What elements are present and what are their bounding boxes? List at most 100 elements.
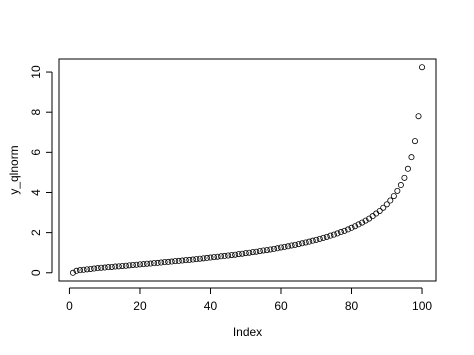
point: [161, 259, 168, 266]
point: [94, 265, 101, 272]
point: [330, 231, 337, 238]
point: [313, 236, 320, 243]
point: [147, 260, 154, 267]
point: [221, 252, 228, 259]
point: [235, 251, 242, 258]
point: [207, 254, 214, 261]
y-tick-label: 0: [29, 269, 43, 276]
point: [411, 138, 418, 145]
point: [189, 256, 196, 263]
point: [373, 210, 380, 217]
point: [316, 235, 323, 242]
point: [355, 221, 362, 228]
point: [239, 250, 246, 257]
point: [77, 267, 84, 274]
y-tick-label: 8: [29, 109, 43, 116]
point: [323, 233, 330, 240]
point: [105, 264, 112, 271]
x-tick-label: 20: [133, 299, 147, 313]
point: [136, 261, 143, 268]
point: [415, 113, 422, 120]
point: [383, 201, 390, 208]
point: [260, 247, 267, 254]
point: [129, 261, 136, 268]
point: [394, 187, 401, 194]
point: [327, 232, 334, 239]
point: [348, 224, 355, 231]
point: [203, 254, 210, 261]
point: [144, 260, 151, 267]
point: [200, 255, 207, 262]
point: [267, 246, 274, 253]
point: [302, 239, 309, 246]
point: [193, 256, 200, 263]
point: [337, 229, 344, 236]
point: [292, 241, 299, 248]
y-tick-label: 4: [29, 189, 43, 196]
point: [225, 252, 232, 259]
y-tick-label: 6: [29, 149, 43, 156]
x-tick-label: 40: [204, 299, 218, 313]
point: [352, 223, 359, 230]
y-tick-label: 10: [29, 65, 43, 79]
x-tick-label: 60: [274, 299, 288, 313]
point: [165, 258, 172, 265]
point: [172, 258, 179, 265]
point: [87, 265, 94, 272]
point: [154, 259, 161, 266]
point: [270, 245, 277, 252]
point: [274, 245, 281, 252]
point: [211, 254, 218, 261]
point: [249, 249, 256, 256]
point: [419, 64, 426, 71]
point: [362, 217, 369, 224]
point: [218, 253, 225, 260]
point: [228, 252, 235, 259]
point: [253, 248, 260, 255]
point: [84, 266, 91, 273]
point: [91, 265, 98, 272]
point: [158, 259, 165, 266]
point: [299, 240, 306, 247]
point: [295, 241, 302, 248]
point: [309, 237, 316, 244]
plot-box: [58, 58, 437, 282]
point: [397, 182, 404, 189]
point: [281, 243, 288, 250]
point: [380, 204, 387, 211]
point: [232, 251, 239, 258]
point: [108, 263, 115, 270]
point: [341, 227, 348, 234]
point: [288, 242, 295, 249]
point: [306, 238, 313, 245]
point: [122, 262, 129, 269]
point: [277, 244, 284, 251]
point: [151, 260, 158, 267]
y-tick-label: 2: [29, 229, 43, 236]
point: [344, 226, 351, 233]
point: [390, 193, 397, 200]
point: [334, 230, 341, 237]
point: [140, 261, 147, 268]
point: [242, 250, 249, 257]
point: [80, 266, 87, 273]
point: [112, 263, 119, 270]
point: [126, 262, 133, 269]
point: [168, 258, 175, 265]
point: [408, 154, 415, 161]
point: [69, 269, 76, 276]
point: [256, 248, 263, 255]
point: [401, 174, 408, 181]
point: [404, 165, 411, 172]
point: [119, 262, 126, 269]
point: [101, 264, 108, 271]
x-tick-label: 80: [345, 299, 359, 313]
point: [133, 261, 140, 268]
x-tick-label: 0: [66, 299, 73, 313]
y-axis-label: y_qlnorm: [7, 145, 21, 194]
point: [376, 207, 383, 214]
point: [359, 219, 366, 226]
point: [214, 253, 221, 260]
point: [175, 257, 182, 264]
